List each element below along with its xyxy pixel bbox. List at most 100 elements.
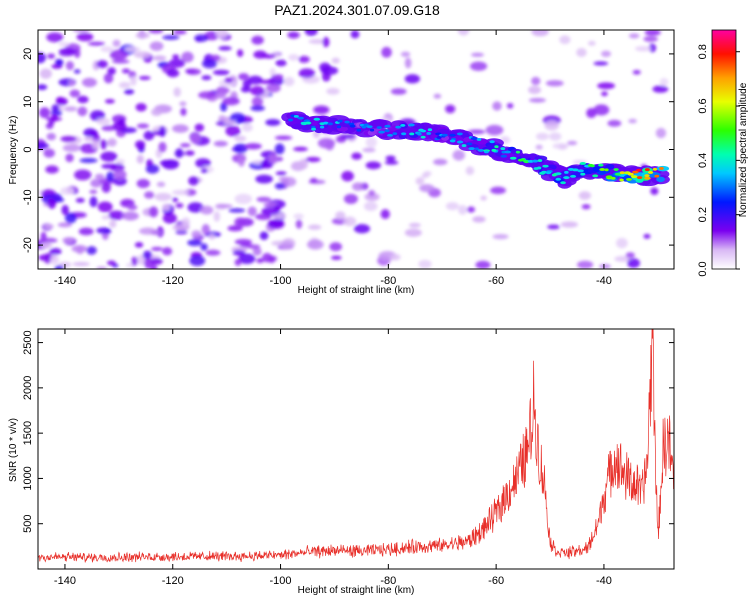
ridge-point <box>555 172 562 176</box>
noise-blob <box>255 174 273 184</box>
ridge-point <box>449 133 456 137</box>
ridge-point <box>542 164 549 168</box>
ridge-point <box>408 123 415 127</box>
noise-blob <box>54 265 64 269</box>
noise-blob <box>659 78 669 86</box>
noise-blob <box>162 159 179 170</box>
noise-blob <box>364 192 380 201</box>
noise-blob <box>220 102 228 112</box>
noise-blob <box>380 209 390 220</box>
noise-blob <box>247 206 257 217</box>
ridge-point <box>484 150 489 154</box>
ridge-point <box>395 125 402 129</box>
ridge-point <box>426 132 431 135</box>
x-tick-label: -140 <box>54 275 76 287</box>
noise-blob <box>148 30 164 34</box>
noise-blob <box>353 224 371 234</box>
noise-blob <box>433 158 448 166</box>
ridge-point <box>644 168 650 172</box>
ridge-point <box>520 158 526 162</box>
noise-blob <box>343 216 357 227</box>
noise-blob <box>232 249 246 256</box>
noise-blob <box>122 68 131 74</box>
noise-blob <box>162 212 177 224</box>
noise-blob <box>87 41 106 46</box>
ridge-point <box>470 137 478 140</box>
noise-blob <box>104 98 115 104</box>
noise-blob <box>208 233 216 240</box>
noise-blob <box>131 256 138 267</box>
ridge-point <box>474 147 479 151</box>
ridge-point <box>579 162 587 165</box>
noise-blob <box>465 166 475 176</box>
x-tick-label: -80 <box>380 275 396 287</box>
noise-blob <box>419 184 435 193</box>
ridge-point <box>500 154 508 158</box>
noise-blob <box>89 196 98 208</box>
noise-blob <box>57 222 73 228</box>
ridge-point <box>369 128 375 132</box>
ridge-point <box>366 125 373 129</box>
spectrogram-ridge <box>281 111 670 189</box>
noise-blob <box>390 253 401 261</box>
ridge-point <box>436 136 442 139</box>
noise-blob <box>252 247 262 256</box>
noise-blob <box>644 30 661 36</box>
noise-blob <box>330 255 342 260</box>
noise-blob <box>305 156 321 163</box>
ridge-point <box>614 172 622 176</box>
noise-blob <box>55 96 65 104</box>
noise-blob <box>363 201 378 212</box>
noise-blob <box>109 220 117 228</box>
ridge-point <box>605 163 615 170</box>
noise-blob <box>55 59 64 67</box>
y-tick-label: -20 <box>22 237 34 253</box>
snr-background <box>38 329 674 569</box>
ridge-point <box>572 168 579 172</box>
ridge-point <box>580 172 586 176</box>
noise-blob <box>40 242 53 249</box>
ridge-point <box>400 123 406 127</box>
noise-blob <box>256 258 264 264</box>
noise-blob <box>632 69 641 75</box>
ridge-point <box>656 176 665 183</box>
y-tick-label: 10 <box>22 96 34 108</box>
ridge-point <box>500 147 506 151</box>
noise-blob <box>172 54 180 59</box>
x-tick-label: -40 <box>596 275 612 287</box>
noise-blob <box>241 123 253 132</box>
ridge-point <box>636 168 642 172</box>
noise-blob <box>251 35 264 45</box>
noise-blob <box>251 96 264 107</box>
noise-blob <box>319 62 331 72</box>
noise-blob <box>38 52 46 64</box>
noise-blob <box>144 191 155 199</box>
x-tick-label: -40 <box>596 575 612 587</box>
noise-blob <box>58 47 77 56</box>
ridge-point <box>427 128 433 132</box>
noise-blob <box>201 75 212 81</box>
ridge-point <box>647 171 654 174</box>
noise-blob <box>64 106 78 112</box>
noise-blob <box>68 79 76 87</box>
noise-blob <box>78 227 94 236</box>
snr-x-ticks: -140 -120 -100 -80 -60 -40 <box>54 329 612 587</box>
noise-blob <box>179 143 191 148</box>
noise-blob <box>506 102 514 109</box>
noise-blob <box>224 77 234 84</box>
noise-blob <box>283 76 295 87</box>
noise-blob <box>643 36 658 43</box>
noise-blob <box>213 211 221 222</box>
noise-blob <box>179 101 187 107</box>
noise-blob <box>566 140 578 146</box>
noise-blob <box>593 104 610 116</box>
noise-blob <box>189 133 201 144</box>
ridge-point <box>491 148 497 152</box>
noise-blob <box>96 117 111 126</box>
colorbar-tick-label: 0.2 <box>697 207 709 222</box>
noise-blob <box>107 67 116 75</box>
noise-blob <box>145 164 160 174</box>
noise-blob <box>79 157 98 164</box>
ridge-point <box>489 140 495 144</box>
